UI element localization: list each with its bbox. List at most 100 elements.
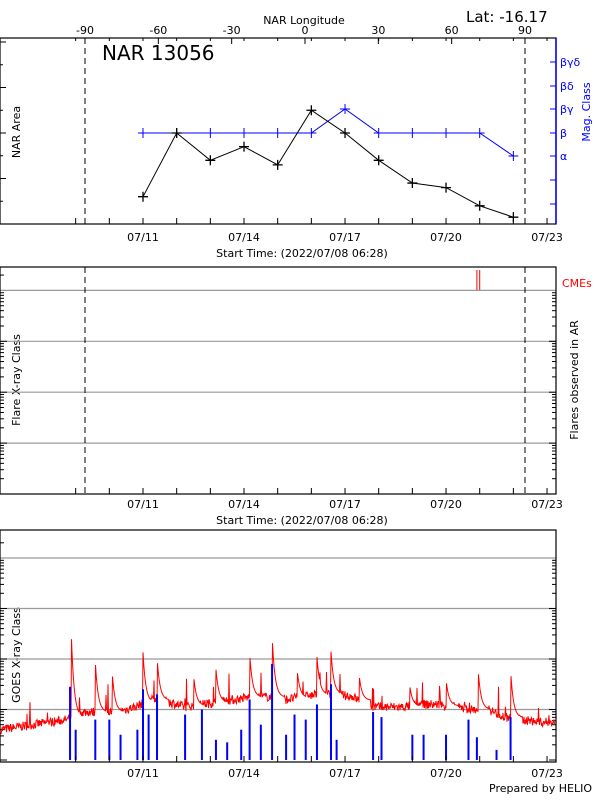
ar-flare-bar (74, 729, 77, 760)
ar-flare-bar (285, 734, 288, 760)
ar-flare-bar (422, 734, 425, 760)
ar-flare-bar (200, 709, 203, 760)
footer-credit: Prepared by HELIO (489, 782, 592, 795)
mag-class-tick-label: α (560, 150, 567, 163)
mag-class-point (239, 128, 250, 138)
top-x2-axis-title: NAR Longitude (263, 14, 345, 27)
mag-class-point (205, 128, 216, 138)
x-tick-label: 07/20 (430, 767, 462, 780)
ar-flare-bar (411, 734, 414, 760)
ar-flare-bar (495, 749, 498, 760)
ar-flare-bar (335, 739, 338, 760)
x-tick-label: 07/14 (228, 231, 260, 244)
ar-flare-bar (226, 742, 229, 760)
ar-flare-bar (293, 714, 296, 760)
area-point (171, 128, 182, 138)
ar-flare-bar (240, 729, 243, 760)
area-point (441, 182, 452, 193)
flare-y-axis-title: Flare X-ray Class (10, 334, 23, 426)
area-panel-title: NAR 13056 (102, 41, 215, 65)
ar-flare-bar (304, 719, 307, 760)
longitude-tick-label: -90 (76, 24, 94, 37)
area-point (138, 191, 148, 202)
ar-flare-bar (214, 739, 217, 760)
mag-class-point (508, 151, 519, 161)
x-tick-label: 07/17 (329, 231, 361, 244)
area-point (272, 159, 283, 170)
mag-class-point (340, 104, 351, 114)
ar-flare-bar (156, 694, 159, 760)
area-point (407, 178, 418, 189)
mag-class-point (272, 128, 283, 138)
ar-flare-bar (248, 699, 251, 760)
ar-flare-bar (184, 714, 187, 760)
goes-flux-line (0, 639, 555, 735)
x-tick-label: 07/11 (127, 767, 159, 780)
mag-class-tick-label: βδ (560, 80, 574, 93)
longitude-tick-label: 0 (302, 24, 309, 37)
flare-x-axis-title: Start Time: (2022/07/08 06:28) (216, 514, 388, 527)
longitude-tick-label: 60 (445, 24, 459, 37)
ar-flare-bar (108, 719, 111, 760)
area-x-axis-title: Start Time: (2022/07/08 06:28) (216, 247, 388, 260)
x-tick-label: 07/11 (127, 231, 159, 244)
mag-class-tick-label: βγδ (560, 56, 581, 69)
mag-class-point (373, 128, 384, 138)
ar-flare-bar (119, 734, 122, 760)
area-point (306, 105, 317, 116)
x-tick-label: 07/23 (531, 767, 563, 780)
mag-class-line (143, 108, 514, 157)
x-tick-label: 07/14 (228, 498, 260, 511)
ar-flare-bar (69, 686, 72, 760)
goes-y-axis-title: GOES X-ray Class (10, 607, 23, 703)
mag-class-point (306, 128, 317, 138)
area-line (142, 109, 514, 218)
flare-y2-axis-title: Flares observed in AR (568, 320, 581, 440)
mag-class-tick-label: β (560, 127, 567, 140)
x-tick-label: 07/23 (531, 498, 563, 511)
area-point (205, 155, 216, 166)
ar-flare-bar (315, 704, 318, 760)
longitude-tick-label: 90 (518, 24, 532, 37)
x-tick-label: 07/14 (228, 767, 260, 780)
x-tick-label: 07/17 (329, 767, 361, 780)
goes-plot-frame (0, 529, 557, 763)
area-point (508, 212, 519, 223)
area-point (239, 141, 250, 152)
ar-flare-bar (147, 714, 150, 760)
ar-flare-bar (136, 729, 139, 760)
mag-class-axis-title: Mag. Class (580, 82, 593, 141)
x-tick-label: 07/11 (127, 498, 159, 511)
x-tick-label: 07/23 (531, 231, 563, 244)
area-point (373, 155, 384, 166)
mag-class-tick-label: βγ (560, 103, 574, 116)
ar-flare-bar (475, 737, 478, 760)
mag-class-point (138, 128, 148, 138)
cme-label: CMEs (562, 277, 592, 290)
area-point (340, 128, 351, 138)
longitude-tick-label: 30 (371, 24, 385, 37)
longitude-tick-label: -30 (223, 24, 241, 37)
longitude-tick-label: -60 (149, 24, 167, 37)
x-tick-label: 07/20 (430, 498, 462, 511)
ar-flare-bar (372, 712, 375, 760)
area-y-axis-title: NAR Area (10, 106, 23, 158)
ar-flare-bar (142, 689, 144, 760)
ar-flare-bar (329, 684, 332, 760)
mag-class-point (474, 128, 485, 138)
latitude-label: Lat: -16.17 (466, 8, 548, 26)
ar-flare-bar (380, 717, 383, 760)
ar-flare-bar (94, 719, 97, 760)
area-point (474, 200, 485, 211)
x-tick-label: 07/17 (329, 498, 361, 511)
ar-flare-bar (509, 717, 512, 760)
ar-flare-bar (445, 734, 448, 760)
mag-class-point (407, 128, 418, 138)
ar-flare-bar (259, 724, 262, 760)
flare-plot-frame (0, 266, 557, 495)
ar-flare-bar (271, 664, 274, 760)
x-tick-label: 07/20 (430, 231, 462, 244)
ar-flare-bar (467, 719, 470, 760)
mag-class-point (441, 128, 452, 138)
